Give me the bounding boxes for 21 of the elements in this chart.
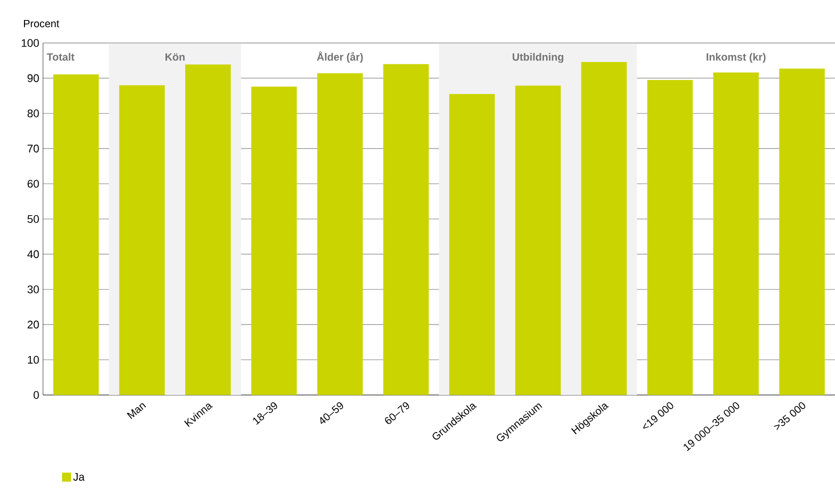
y-tick-label: 60 bbox=[28, 180, 39, 188]
y-tick-label: 20 bbox=[28, 320, 39, 328]
y-tick-label: 40 bbox=[27, 250, 39, 258]
x-tick-label: Man bbox=[126, 403, 146, 420]
annotation: Ålder (år) bbox=[316, 51, 363, 63]
x-tick-label: <19 000 bbox=[643, 402, 674, 429]
annotation: Totalt bbox=[46, 52, 74, 61]
y-tick-label: 100 bbox=[22, 39, 39, 47]
band-label: Utbildning bbox=[512, 52, 564, 63]
y-tick-label: 90 bbox=[28, 74, 39, 82]
y-tick-label: 70 bbox=[28, 144, 39, 152]
y-tick-label: 30 bbox=[28, 285, 39, 294]
annotation: Inkomst (kr) bbox=[706, 52, 766, 63]
y-axis-title: Procent bbox=[24, 20, 60, 28]
legend-label: Ja bbox=[73, 473, 85, 481]
y-tick-label: 10 bbox=[28, 356, 39, 364]
y-tick-label: 0 bbox=[34, 391, 39, 399]
x-tick-label: >35 000 bbox=[774, 402, 806, 430]
y-tick-label: 80 bbox=[28, 109, 39, 118]
y-tick-label: 50 bbox=[28, 215, 39, 223]
band-label: Kön bbox=[166, 53, 185, 61]
